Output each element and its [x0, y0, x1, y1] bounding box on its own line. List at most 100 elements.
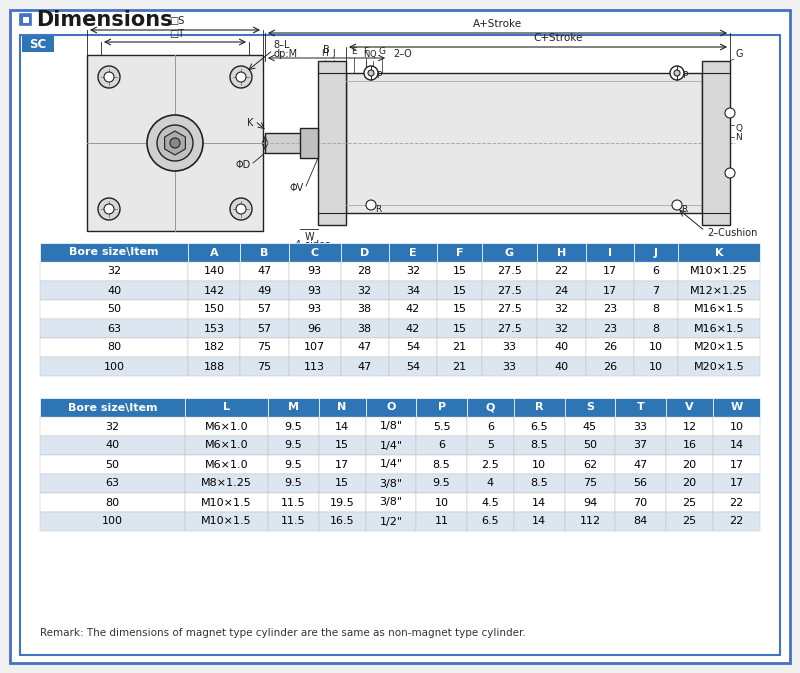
Text: Q: Q [370, 50, 376, 59]
Text: B: B [260, 248, 269, 258]
Bar [389, 281, 437, 300]
Text: 32: 32 [358, 285, 372, 295]
Text: 40: 40 [554, 361, 569, 371]
Text: 10: 10 [730, 421, 743, 431]
Bar [666, 512, 713, 531]
Text: 6.5: 6.5 [482, 516, 499, 526]
Bar [241, 281, 289, 300]
Bar [416, 474, 467, 493]
Bar [341, 243, 389, 262]
Bar [615, 474, 666, 493]
Text: E: E [351, 47, 357, 56]
Text: 27.5: 27.5 [497, 304, 522, 314]
Text: N: N [363, 50, 369, 59]
Text: 8.5: 8.5 [530, 441, 548, 450]
Text: L: L [223, 402, 230, 413]
Text: Bore size\Item: Bore size\Item [68, 402, 157, 413]
Circle shape [230, 198, 252, 220]
Bar [634, 262, 678, 281]
Bar [318, 474, 366, 493]
Text: M10×1.25: M10×1.25 [690, 267, 748, 277]
Text: Dimensions: Dimensions [36, 9, 173, 30]
Bar [389, 300, 437, 319]
Text: G: G [735, 49, 742, 59]
Bar [189, 319, 241, 338]
Text: 26: 26 [602, 343, 617, 353]
Text: 182: 182 [204, 343, 225, 353]
Bar [634, 243, 678, 262]
Text: 9.5: 9.5 [284, 460, 302, 470]
Bar [40, 243, 189, 262]
Circle shape [672, 200, 682, 210]
Bar [22, 36, 54, 52]
Bar [416, 417, 467, 436]
Text: 32: 32 [406, 267, 420, 277]
Circle shape [236, 72, 246, 82]
Text: 32: 32 [106, 421, 119, 431]
Bar [366, 436, 416, 455]
Bar [586, 262, 634, 281]
Bar [341, 319, 389, 338]
Text: 3/8": 3/8" [379, 497, 402, 507]
Text: M8×1.25: M8×1.25 [201, 479, 252, 489]
Bar [514, 455, 565, 474]
Bar [87, 55, 263, 231]
Bar [538, 300, 586, 319]
Bar [615, 512, 666, 531]
Text: Q: Q [735, 124, 742, 133]
Bar [366, 398, 416, 417]
Text: 150: 150 [204, 304, 225, 314]
Bar [678, 281, 760, 300]
Bar [467, 436, 514, 455]
Bar [185, 417, 268, 436]
Text: 11: 11 [434, 516, 449, 526]
Bar [437, 338, 482, 357]
Text: 15: 15 [452, 324, 466, 334]
Bar [467, 398, 514, 417]
Text: H: H [322, 49, 328, 58]
Text: 2–O: 2–O [393, 49, 412, 59]
Text: 75: 75 [258, 343, 271, 353]
Text: 10: 10 [649, 361, 663, 371]
Circle shape [147, 115, 203, 171]
Bar [615, 493, 666, 512]
Bar [318, 512, 366, 531]
Text: M6×1.0: M6×1.0 [205, 460, 248, 470]
Text: 32: 32 [554, 304, 569, 314]
Text: 14: 14 [532, 497, 546, 507]
Text: 1/2": 1/2" [379, 516, 402, 526]
Text: K: K [715, 248, 723, 258]
Bar [241, 338, 289, 357]
Text: 1/4": 1/4" [379, 460, 402, 470]
Text: 6: 6 [653, 267, 659, 277]
Text: 2.5: 2.5 [482, 460, 499, 470]
Text: □S: □S [170, 16, 185, 26]
Text: 4.5: 4.5 [482, 497, 499, 507]
Circle shape [368, 70, 374, 76]
Circle shape [725, 168, 735, 178]
Text: 38: 38 [358, 304, 372, 314]
Text: 62: 62 [583, 460, 597, 470]
Text: 33: 33 [502, 343, 517, 353]
Text: 49: 49 [258, 285, 272, 295]
Bar [366, 493, 416, 512]
Text: C: C [310, 248, 318, 258]
Bar [437, 300, 482, 319]
Bar [241, 243, 289, 262]
Text: 100: 100 [102, 516, 123, 526]
Text: 113: 113 [304, 361, 325, 371]
Text: 24: 24 [554, 285, 569, 295]
Circle shape [674, 70, 680, 76]
Bar [678, 338, 760, 357]
Text: R: R [375, 205, 382, 213]
Polygon shape [165, 131, 186, 155]
Bar [318, 417, 366, 436]
Bar [538, 319, 586, 338]
Text: D: D [360, 248, 370, 258]
Text: P: P [682, 71, 687, 81]
Text: M16×1.5: M16×1.5 [694, 324, 745, 334]
Bar [241, 357, 289, 376]
Bar [678, 262, 760, 281]
Text: 16.5: 16.5 [330, 516, 354, 526]
Text: 21: 21 [452, 361, 466, 371]
